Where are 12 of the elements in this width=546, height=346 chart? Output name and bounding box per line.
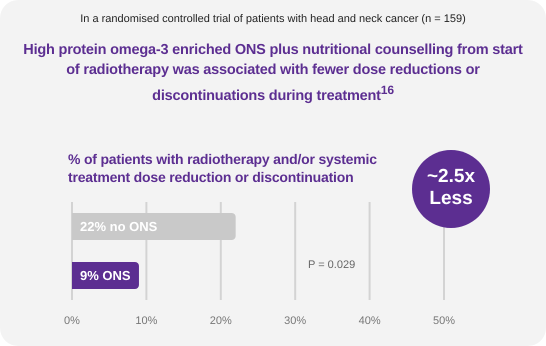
x-tick-label: 0% [64,314,80,327]
x-tick-label: 40% [358,314,381,327]
text: In a randomised controlled trial of patients with head and neck cancer (n = 159) [79,13,467,25]
annotation: ~2.5x Less [426,166,476,210]
x-tick-label: 30% [284,314,306,327]
x-tick-label: 20% [210,314,232,327]
annotation: P = 0.029 [308,259,356,271]
chart-subtitle: % of patients with radiotherapy and/or systemic treatment dose reduction or discontinuation [68,150,378,186]
data-label: 9% ONS [80,268,131,284]
x-tick-label: 50% [432,314,456,327]
chart-title: High protein omega-3 enriched ONS plus nutritional counselling from start of radiotherapy was associated with fewer dose reductions or discontinuations during treatment$^{16}$ [23,42,523,104]
x-tick-label: 10% [135,314,158,327]
